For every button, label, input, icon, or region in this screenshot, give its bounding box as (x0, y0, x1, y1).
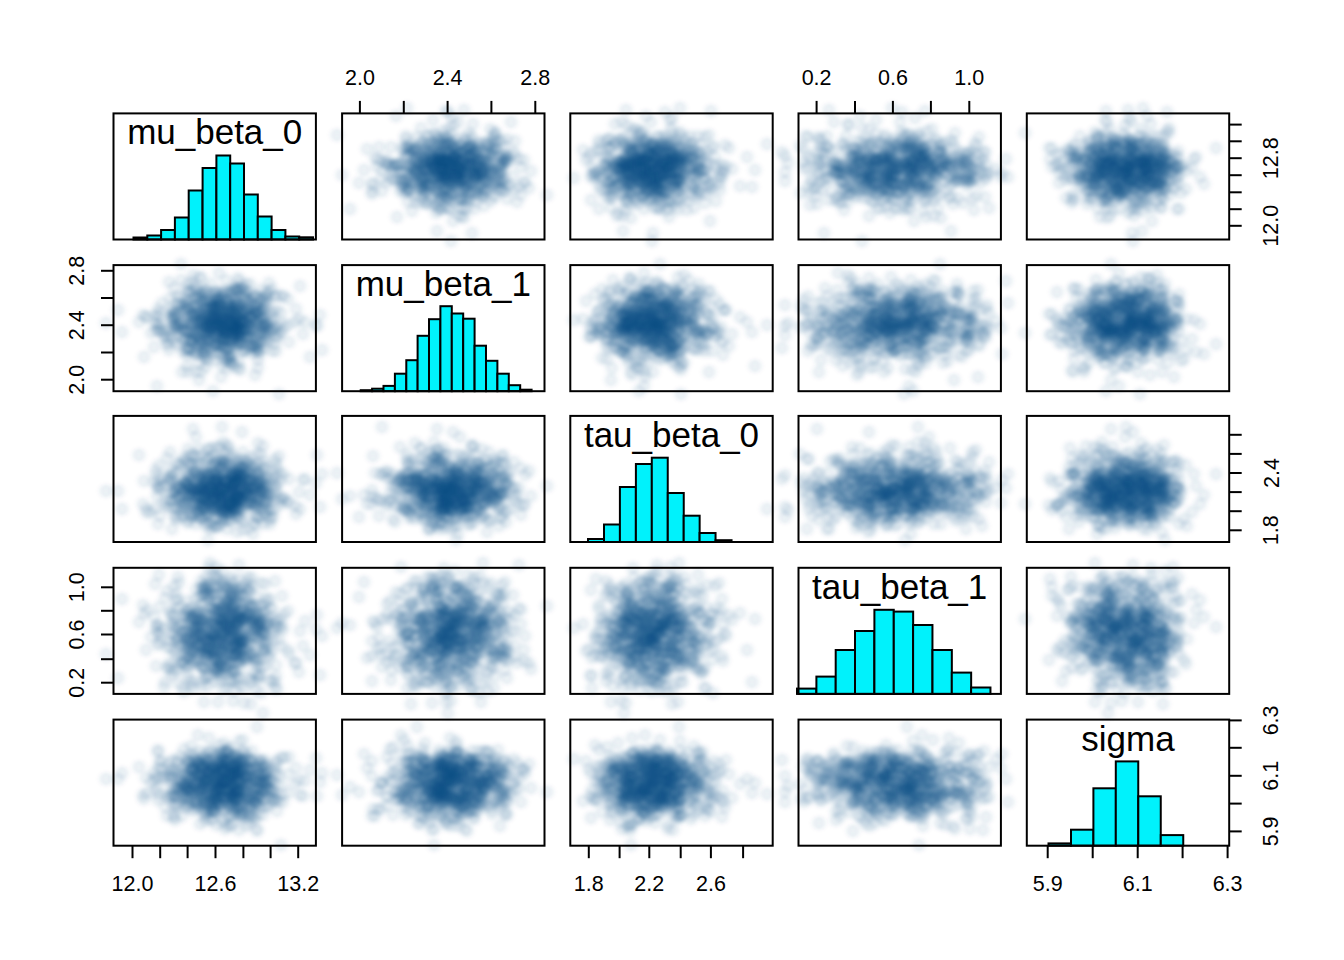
svg-text:12.6: 12.6 (195, 872, 237, 896)
svg-text:6.1: 6.1 (1260, 761, 1284, 791)
svg-text:1.8: 1.8 (574, 872, 604, 896)
svg-text:12.0: 12.0 (1260, 205, 1284, 247)
svg-text:13.2: 13.2 (277, 872, 319, 896)
svg-text:2.4: 2.4 (65, 310, 89, 340)
svg-text:0.2: 0.2 (65, 668, 89, 698)
svg-text:2.4: 2.4 (433, 66, 463, 90)
svg-text:mu_beta_1: mu_beta_1 (356, 264, 531, 303)
svg-text:mu_beta_0: mu_beta_0 (127, 112, 302, 151)
svg-text:2.0: 2.0 (345, 66, 375, 90)
svg-text:5.9: 5.9 (1260, 816, 1284, 846)
svg-text:2.8: 2.8 (65, 256, 89, 286)
svg-text:tau_beta_1: tau_beta_1 (812, 567, 987, 606)
svg-text:sigma: sigma (1081, 719, 1175, 758)
svg-text:1.8: 1.8 (1260, 515, 1284, 545)
svg-text:12.8: 12.8 (1260, 137, 1284, 179)
svg-text:0.2: 0.2 (802, 66, 832, 90)
svg-text:6.1: 6.1 (1123, 872, 1153, 896)
svg-text:2.2: 2.2 (634, 872, 664, 896)
svg-text:0.6: 0.6 (65, 620, 89, 650)
svg-text:2.0: 2.0 (65, 365, 89, 395)
svg-text:2.4: 2.4 (1260, 458, 1284, 488)
svg-text:0.6: 0.6 (878, 66, 908, 90)
svg-text:tau_beta_0: tau_beta_0 (584, 415, 759, 454)
svg-text:2.8: 2.8 (520, 66, 550, 90)
svg-text:6.3: 6.3 (1213, 872, 1243, 896)
svg-text:6.3: 6.3 (1260, 705, 1284, 735)
svg-text:12.0: 12.0 (112, 872, 154, 896)
svg-text:1.0: 1.0 (954, 66, 984, 90)
svg-text:1.0: 1.0 (65, 572, 89, 602)
svg-text:2.6: 2.6 (696, 872, 726, 896)
svg-text:5.9: 5.9 (1033, 872, 1063, 896)
